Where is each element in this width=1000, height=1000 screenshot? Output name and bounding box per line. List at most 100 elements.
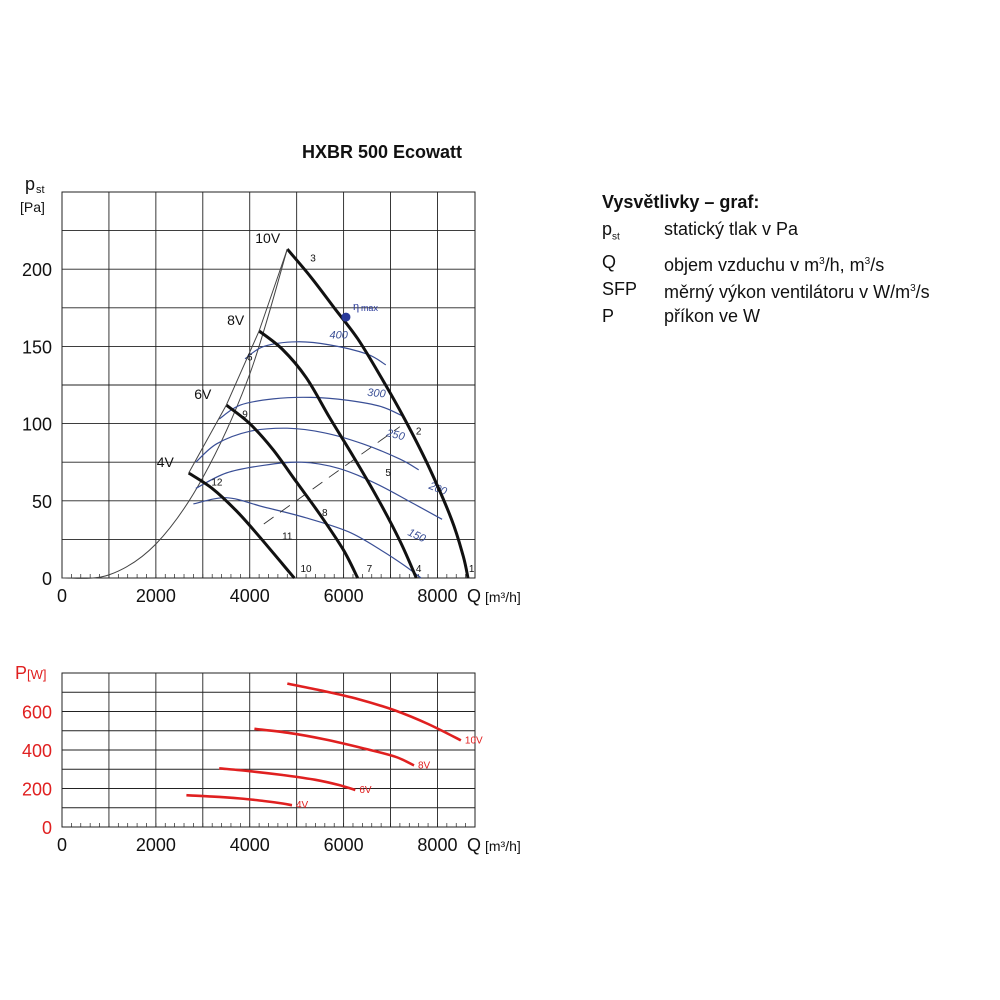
y-tick-label: 400 [22,741,52,761]
legend-desc-part: /h, m [824,254,865,275]
legend-desc-sup: 3 [819,255,825,267]
fan-curve-label: 4V [157,454,175,470]
legend-title: Vysvětlivky – graf: [602,192,760,212]
fan-curve-4V [187,471,296,579]
operating-point-label: 3 [310,253,316,264]
operating-point-label: 1 [469,564,475,575]
legend-symbol-text: p [602,219,613,239]
plot-frame [61,672,476,828]
operating-point-label: 8 [322,508,328,519]
legend-desc-part: /s [915,281,930,302]
power-curve-label: 8V [418,760,431,771]
x-tick-label: 0 [57,835,67,855]
legend-desc-part: objem vzduchu v m [664,254,820,275]
x-tick-label: 6000 [324,835,364,855]
legend-desc: měrný výkon ventilátoru v W/m3/s [664,277,930,304]
legend-symbol: P [602,305,615,326]
power-curve-6V [219,767,356,792]
power-chart: 0 2000 4000 6000 8000 0 200 400 600 Q [m³/h] P [W] 10… [15,663,521,855]
sfp-curve-label: 300 [367,387,387,401]
x-axis-unit: [m³/h] [485,589,521,605]
legend-desc-part: /s [870,254,885,275]
operating-point-label: 7 [367,564,373,575]
fan-envelope-line [188,248,288,474]
y-axis-unit: [W] [27,667,47,682]
x-tick-label: 0 [57,586,67,606]
fan-curve-label: 6V [194,386,212,402]
sfp-curve-label: 400 [330,330,349,342]
legend-symbol: SFP [602,278,638,299]
eta-max-point [341,312,351,322]
operating-point-label: 10 [300,564,312,575]
dashed-helper-line [263,426,401,525]
legend-desc-sup: 3 [864,255,871,267]
y-axis-label: P [15,663,27,683]
x-tick-label: 8000 [417,586,457,606]
fan-curve-label: 8V [227,312,245,328]
legend-symbol: pst [602,217,664,250]
operating-point-label: 6 [247,352,253,363]
fan-curve-10V [286,248,470,579]
eta-max-sub: max [361,303,379,313]
y-tick-label: 200 [22,780,52,800]
y-axis-label: p [25,174,35,194]
sfp-curve-label: 250 [384,427,407,444]
x-tick-label: 4000 [230,586,270,606]
legend-desc-sup: 3 [910,282,916,294]
sfp-curve [218,396,403,420]
plot-frame [61,191,476,579]
legend-desc: statický tlak v Pa [664,219,799,239]
system-curve [61,248,288,579]
legend-item-p: P příkon ve W [602,304,930,328]
x-tick-label: 2000 [136,586,176,606]
y-tick-label: 150 [22,337,52,357]
y-axis-unit: [Pa] [20,199,45,215]
power-curve-10V [287,682,462,742]
x-axis-label: Q [467,835,481,855]
power-curve-4V [186,793,293,807]
sfp-curve-label: 150 [406,527,429,546]
y-tick-label: 0 [42,569,52,589]
y-axis-label-sub: st [36,184,45,196]
y-tick-label: 600 [22,703,52,723]
x-tick-label: 2000 [136,835,176,855]
y-tick-label: 100 [22,415,52,435]
y-tick-label: 50 [32,492,52,512]
x-tick-label: 4000 [230,835,270,855]
sfp-curve [244,341,387,366]
operating-point-label: 2 [416,426,422,437]
pressure-chart: 0 2000 4000 6000 8000 0 50 100 150 200 Q [m³/h] p st [… [20,174,521,606]
legend-item-sfp: SFP měrný výkon ventilátoru v W/m3/s [602,277,930,304]
legend-item-pst: pst statický tlak v Pa [602,217,930,250]
y-tick-label: 0 [42,818,52,838]
operating-point-label: 11 [282,531,293,542]
operating-point-label: 5 [385,468,391,479]
y-tick-label: 200 [22,260,52,280]
chart-title: HXBR 500 Ecowatt [302,142,462,162]
x-tick-label: 8000 [417,835,457,855]
x-axis-label: Q [467,586,481,606]
sfp-curve [195,461,443,520]
x-axis-unit: [m³/h] [485,838,521,854]
power-curve-8V [254,727,415,767]
operating-point-label: 9 [242,409,248,420]
eta-max-label: η [353,301,359,313]
fan-curve-8V [258,329,418,579]
legend-panel: Vysvětlivky – graf: pst statický tlak v … [602,192,930,328]
sfp-curve [195,427,420,471]
fan-curve-label: 10V [255,230,281,246]
legend-desc: příkon ve W [664,305,761,326]
operating-point-label: 12 [211,477,223,488]
legend-symbol: Q [602,251,617,272]
legend-desc: objem vzduchu v m3/h, m3/s [664,250,884,277]
power-curve-label: 4V [296,800,309,811]
legend-item-q: Q objem vzduchu v m3/h, m3/s [602,250,930,277]
operating-point-label: 4 [416,564,422,575]
legend-symbol-sub: st [612,231,620,243]
x-tick-label: 6000 [324,586,364,606]
power-curve-label: 10V [465,735,483,746]
power-curve-label: 6V [359,785,372,796]
fan-curve-6V [225,403,360,579]
legend-desc-part: měrný výkon ventilátoru v W/m [664,281,911,302]
